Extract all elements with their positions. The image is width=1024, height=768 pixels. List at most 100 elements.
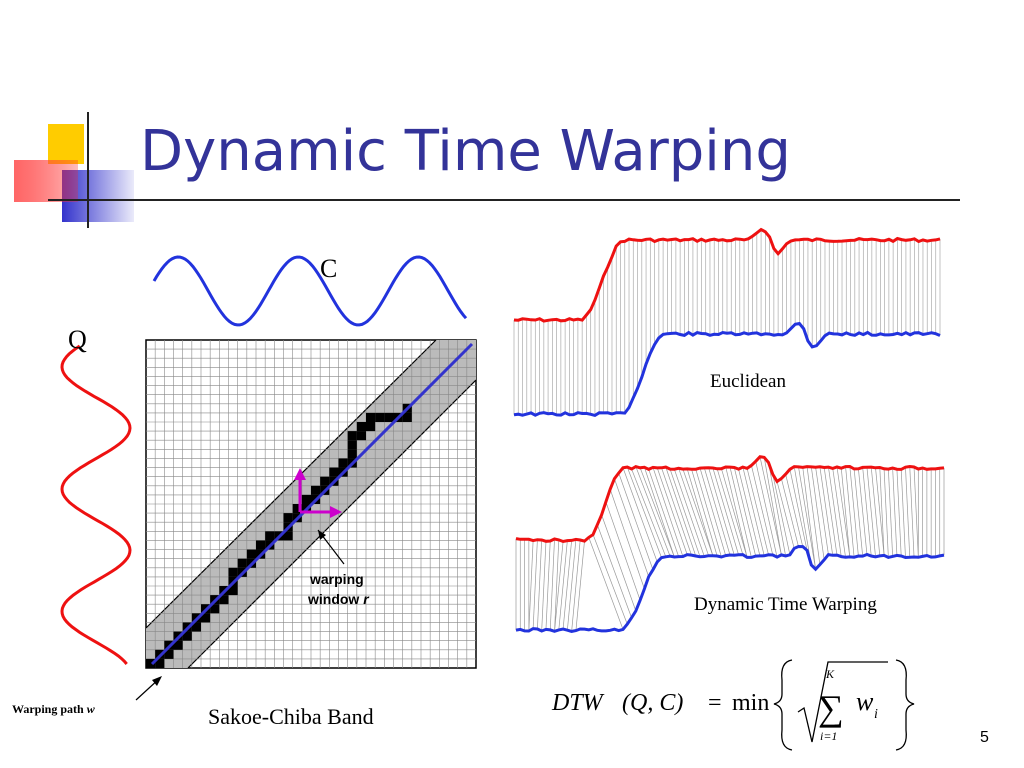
path-cell [338, 458, 348, 468]
path-cell [146, 658, 156, 668]
formula-term-sub: i [874, 707, 878, 722]
path-cell [164, 649, 174, 659]
path-cell [155, 658, 165, 668]
path-cell [301, 494, 311, 504]
path-cell [320, 476, 330, 486]
path-cell [228, 567, 238, 577]
path-cell [201, 613, 211, 623]
window-arrows [294, 468, 342, 518]
dtw-link [691, 469, 718, 557]
dtw-link [768, 462, 786, 557]
dtw-link [567, 539, 577, 631]
euclidean-series-c [513, 321, 941, 418]
path-cell [210, 604, 220, 614]
path-cell [356, 431, 366, 441]
euclidean-series-q [513, 227, 941, 323]
dtw-link [549, 538, 555, 630]
dtw-link [674, 469, 705, 557]
path-cell [265, 531, 275, 541]
dtw-link [708, 467, 735, 556]
title-decoration [14, 112, 960, 228]
dtw-link [793, 466, 812, 565]
path-cell [283, 513, 293, 523]
red-square [14, 160, 78, 202]
dtw-link [789, 469, 808, 551]
band-upper-edge [145, 339, 437, 629]
dtw-link [622, 467, 658, 563]
band-lower-edge [187, 379, 477, 669]
dtw-link [836, 466, 851, 557]
series-c-curve [152, 255, 468, 327]
dtw-link [596, 524, 632, 618]
dtw-link [639, 467, 675, 558]
path-cell [375, 412, 385, 422]
dtw-link [554, 541, 564, 632]
dtw-link [905, 467, 911, 558]
path-cell [356, 422, 366, 432]
sum-lower: i=1 [820, 729, 837, 743]
dtw-link [644, 467, 675, 558]
dtw-link [755, 461, 778, 558]
warping-window-label-2: window r [307, 591, 370, 607]
warping-path-text: Warping path [12, 702, 84, 716]
dtw-link [738, 469, 761, 557]
label-c: C [320, 254, 337, 283]
dtw-link [635, 466, 671, 557]
dtw-link [875, 467, 885, 556]
dtw-link [614, 478, 650, 577]
path-cell [329, 467, 339, 477]
formula-term: w [856, 687, 874, 716]
path-cell [347, 440, 357, 450]
warping-path-label: Warping path w [12, 702, 96, 716]
dtw-link [571, 539, 581, 632]
dtw-link [776, 481, 795, 549]
dtw-link [858, 468, 868, 555]
page-number: 5 [980, 729, 989, 746]
grid-lines [146, 340, 476, 668]
dtw-link [669, 468, 701, 557]
dtw-link [802, 467, 816, 570]
dtw-link [832, 468, 846, 558]
euclidean-links [513, 229, 941, 416]
path-cell [366, 422, 376, 432]
dtw-link [661, 467, 692, 556]
formula-min: min [732, 690, 769, 716]
left-brace [773, 659, 793, 751]
euclidean-alignment-plot [513, 227, 941, 418]
dtw-link [626, 466, 662, 558]
dtw-link [532, 539, 538, 629]
path-cell [366, 412, 376, 422]
dtw-link [528, 540, 534, 632]
dtw-link [716, 468, 744, 555]
dtw-alignment-plot [515, 455, 945, 633]
dtw-link [883, 468, 889, 558]
dtw-link [601, 514, 637, 612]
dtw-link [879, 467, 885, 556]
dtw-link [703, 467, 731, 556]
path-cell [256, 540, 266, 550]
dtw-link [913, 467, 919, 558]
path-cell [311, 485, 321, 495]
dtw-link [862, 467, 872, 557]
band-caption: Sakoe-Chiba Band [208, 704, 374, 729]
path-cell [402, 412, 412, 422]
page-title: Dynamic Time Warping [140, 119, 791, 184]
dtw-link [828, 467, 842, 557]
dtw-link [798, 466, 816, 570]
formula-lhs: DTW [551, 690, 605, 716]
dtw-link [763, 457, 782, 555]
dtw-link [695, 469, 722, 558]
warping-window-var: r [363, 591, 370, 607]
dtw-link [785, 474, 804, 547]
path-cell [283, 531, 293, 541]
path-pointer-head [152, 676, 162, 686]
path-cell [384, 412, 394, 422]
dtw-link [810, 466, 825, 560]
dtw-link [558, 540, 568, 630]
dtw-label: Dynamic Time Warping [694, 594, 877, 615]
dtw-link [592, 534, 628, 625]
dtw-link [751, 465, 774, 556]
dtw-link [896, 469, 902, 557]
dtw-link [742, 467, 765, 556]
dtw-link [575, 541, 585, 631]
